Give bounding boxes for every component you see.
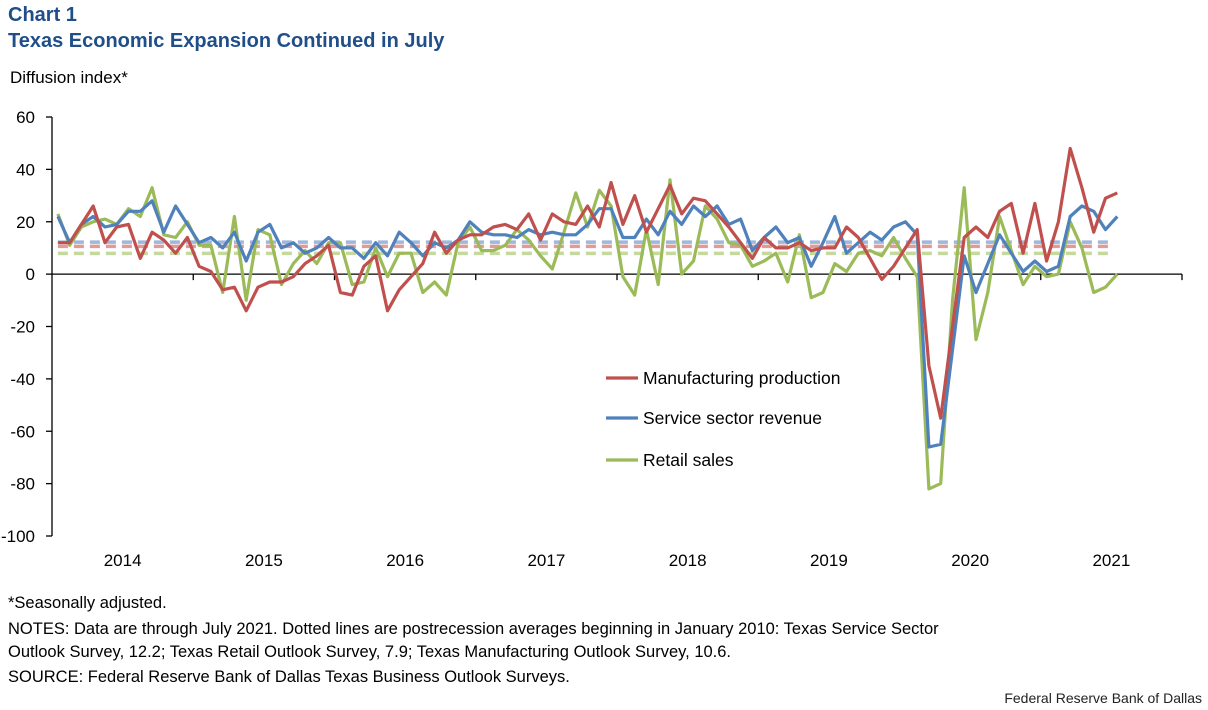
x-tick-label: 2020	[951, 551, 989, 570]
chart-title: Texas Economic Expansion Continued in Ju…	[8, 30, 445, 52]
x-tick-label: 2018	[669, 551, 707, 570]
x-tick-label: 2019	[810, 551, 848, 570]
notes-line-1: NOTES: Data are through July 2021. Dotte…	[8, 620, 939, 638]
legend-label: Service sector revenue	[643, 408, 822, 428]
chart-number: Chart 1	[8, 4, 77, 26]
notes-line-2: Outlook Survey, 12.2; Texas Retail Outlo…	[8, 643, 732, 661]
y-axis-label: Diffusion index*	[10, 68, 128, 87]
source-note: SOURCE: Federal Reserve Bank of Dallas T…	[8, 668, 570, 686]
y-tick-label: 60	[16, 108, 35, 127]
x-tick-label: 2017	[527, 551, 565, 570]
legend-label: Manufacturing production	[643, 368, 840, 388]
line-chart: 60 40 20 0 -20 -40 -60 -80 -100 2014 2015 2016 2017 2…	[1, 108, 1183, 570]
series-line	[57, 146, 1118, 420]
x-tick-label: 2014	[104, 551, 142, 570]
y-tick-label: -20	[10, 318, 35, 337]
x-tick-label: 2016	[386, 551, 424, 570]
footnote: *Seasonally adjusted.	[8, 594, 167, 612]
x-tick-label: 2021	[1092, 551, 1130, 570]
y-tick-label: -60	[10, 422, 35, 441]
series-line	[56, 178, 1119, 491]
y-tick-label: -40	[10, 370, 35, 389]
y-tick-label: 0	[26, 265, 35, 284]
x-tick-label: 2015	[245, 551, 283, 570]
y-tick-label: 40	[16, 160, 35, 179]
legend-label: Retail sales	[643, 450, 734, 470]
credit: Federal Reserve Bank of Dallas	[1004, 690, 1202, 706]
y-tick-label: -80	[10, 475, 35, 494]
series-line	[56, 199, 1119, 449]
y-tick-label: -100	[1, 527, 35, 546]
y-tick-label: 20	[16, 213, 35, 232]
